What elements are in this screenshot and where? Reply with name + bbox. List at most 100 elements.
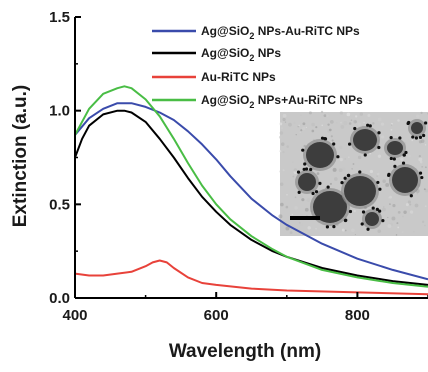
inset-speckle: [292, 161, 294, 163]
y-tick-label: 1.5: [49, 9, 70, 26]
inset-gold-dot: [297, 190, 301, 194]
inset-speckle: [390, 128, 393, 131]
inset-speckle: [382, 179, 386, 184]
inset-speckle: [293, 121, 296, 124]
inset-speckle: [333, 177, 338, 181]
inset-speckle: [384, 184, 386, 186]
inset-speckle: [416, 114, 420, 118]
inset-speckle: [339, 145, 343, 149]
inset-speckle: [286, 193, 288, 196]
inset-speckle: [301, 198, 305, 202]
inset-gold-dot: [336, 155, 340, 159]
inset-speckle: [329, 119, 334, 124]
inset-speckle: [311, 129, 315, 133]
inset-speckle: [293, 168, 298, 172]
inset-gold-dot: [325, 225, 330, 229]
inset-speckle: [357, 155, 362, 160]
inset-speckle: [401, 231, 404, 234]
inset-speckle: [294, 196, 297, 199]
inset-gold-dot: [420, 175, 424, 180]
inset-speckle: [342, 167, 346, 171]
inset-gold-dot: [377, 131, 381, 135]
inset-speckle: [321, 124, 324, 127]
inset-speckle: [420, 111, 423, 114]
inset-speckle: [323, 114, 327, 118]
inset-speckle: [395, 234, 398, 236]
inset-speckle: [300, 223, 304, 227]
inset-gold-dot: [360, 222, 364, 226]
inset-gold-dot: [401, 161, 406, 165]
inset-speckle: [279, 122, 283, 126]
inset-speckle: [405, 203, 409, 207]
inset-gold-dot: [366, 227, 370, 231]
inset-speckle: [340, 125, 345, 129]
inset-speckle: [298, 124, 301, 127]
inset-speckle: [411, 139, 414, 142]
inset-speckle: [319, 184, 321, 186]
inset-particle-core: [387, 141, 403, 155]
x-tick-label: 400: [62, 307, 87, 324]
inset-gold-dot: [406, 121, 410, 126]
inset-gold-dot: [332, 142, 336, 146]
inset-speckle: [299, 131, 301, 134]
inset-gold-dot: [343, 218, 348, 223]
inset-speckle: [372, 122, 375, 125]
inset-gold-dot: [323, 137, 328, 141]
inset-speckle: [300, 129, 303, 132]
inset-speckle: [357, 122, 362, 126]
inset-speckle: [285, 226, 290, 231]
inset-particle-core: [298, 173, 316, 191]
inset-speckle: [424, 224, 426, 227]
inset-gold-dot: [389, 156, 393, 161]
inset-gold-dot: [424, 121, 428, 125]
inset-speckle: [418, 155, 422, 158]
inset-speckle: [387, 216, 389, 219]
legend-label-subscript: 2: [249, 100, 254, 110]
inset-gold-dot: [422, 133, 426, 138]
inset-speckle: [305, 126, 307, 129]
inset-gold-dot: [418, 135, 423, 139]
inset-gold-dot: [377, 145, 381, 150]
series-line-0: [74, 102, 428, 281]
inset-gold-dot: [398, 136, 402, 140]
inset-gold-dot: [304, 167, 309, 171]
inset-speckle: [418, 157, 423, 162]
inset-speckle: [397, 211, 401, 214]
inset-gold-dot: [340, 181, 344, 185]
inset-gold-dot: [392, 157, 396, 161]
inset-speckle: [278, 135, 282, 139]
inset-speckle: [299, 194, 303, 199]
inset-gold-dot: [318, 181, 322, 185]
legend-label-2: Au-RiTC NPs: [201, 70, 276, 84]
inset-speckle: [340, 121, 342, 124]
inset-speckle: [291, 213, 293, 216]
inset-speckle: [279, 131, 284, 135]
inset-speckle: [383, 206, 385, 208]
inset-speckle: [288, 122, 292, 127]
inset-speckle: [344, 229, 347, 232]
legend-label-main: Ag@SiO: [201, 24, 249, 38]
inset-gold-dot: [347, 173, 351, 177]
y-tick-label: 1.0: [49, 103, 70, 120]
inset-speckle: [397, 119, 400, 122]
inset-speckle: [369, 169, 374, 174]
inset-gold-dot: [387, 172, 391, 176]
inset-image: [278, 110, 428, 236]
inset-particle-core: [344, 176, 376, 206]
inset-gold-dot: [320, 136, 325, 140]
legend-label-subscript: 2: [249, 53, 254, 63]
legend-label-main: Ag@SiO: [201, 46, 249, 60]
inset-speckle: [315, 227, 317, 230]
inset-speckle: [281, 127, 284, 130]
inset-speckle: [421, 165, 424, 168]
inset-particle-core: [313, 191, 347, 223]
inset-gold-dot: [353, 126, 357, 131]
inset-gold-dot: [414, 136, 419, 140]
inset-speckle: [367, 114, 371, 117]
inset-speckle: [423, 188, 426, 191]
inset-speckle: [315, 126, 318, 129]
inset-speckle: [344, 158, 347, 160]
inset-speckle: [385, 182, 390, 187]
